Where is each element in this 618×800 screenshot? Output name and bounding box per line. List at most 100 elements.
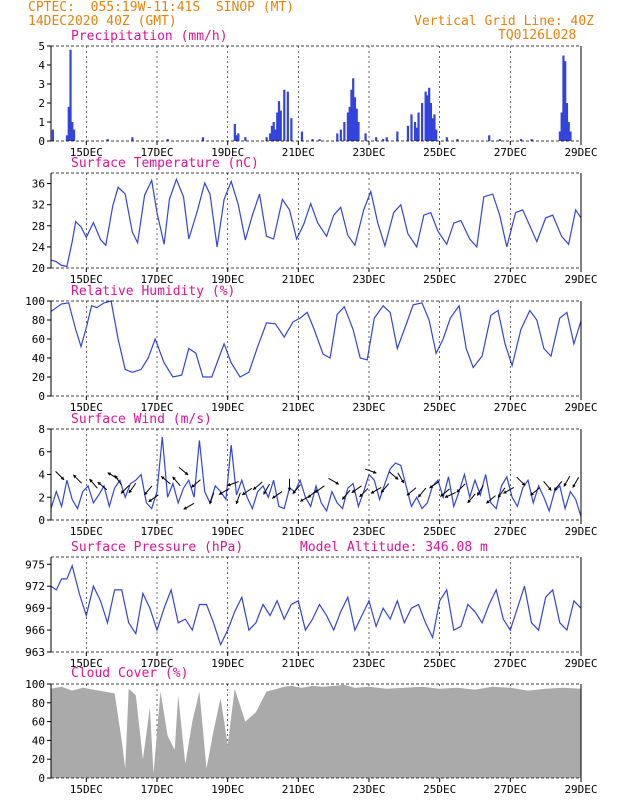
precip-bar (237, 133, 240, 141)
precip-bar (131, 137, 134, 141)
temp-xtick-label: 15DEC (70, 273, 103, 286)
precip-bar (272, 122, 275, 141)
precip-bar (65, 135, 69, 141)
precip-bar (71, 122, 74, 141)
precip-bar (567, 122, 570, 141)
cloud-xtick-label: 25DEC (423, 783, 456, 796)
precip-bar (456, 139, 459, 141)
precip-bar (565, 103, 569, 141)
title-temperature: Surface Temperature (nC) (71, 156, 259, 171)
wind-arrow-head (183, 506, 188, 510)
temp-line (50, 177, 582, 268)
precip-bar (300, 131, 304, 141)
wind-arrow-head (554, 487, 558, 491)
precip-bar (426, 95, 429, 141)
precip-bar (106, 139, 109, 141)
precip-bar (201, 137, 205, 141)
precip-bar (385, 137, 388, 141)
pres-xtick-label: 21DEC (282, 657, 315, 670)
model-altitude: Model Altitude: 346.08 m (300, 540, 488, 555)
rh-xtick-label: 17DEC (140, 401, 173, 414)
wind-xtick-label: 23DEC (352, 525, 385, 538)
rh-line (50, 300, 582, 378)
precip-bar (274, 129, 277, 141)
pres-line (50, 563, 582, 647)
wind-arrow-head (272, 495, 276, 499)
wind-arrow-head (242, 491, 246, 496)
wind-arrow-head (503, 490, 507, 494)
header-code: TQ0126L028 (498, 28, 577, 43)
precip-bar (69, 49, 72, 141)
rh-xtick-label: 27DEC (494, 401, 527, 414)
rh-ytick-label: 100 (25, 295, 45, 308)
pres-ytick-label: 969 (25, 602, 45, 615)
wind-arrow-head (253, 486, 257, 490)
temp-ytick-label: 24 (32, 241, 46, 254)
precip-bar (348, 106, 351, 141)
precip-bar (413, 122, 417, 141)
wind-xtick-label: 21DEC (282, 525, 315, 538)
wind-arrow-head (209, 500, 213, 505)
precip-bar (276, 112, 279, 141)
precip-bar (339, 129, 342, 141)
wind-arrow-head (148, 498, 153, 502)
precip-bar (429, 103, 433, 141)
wind-xtick-label: 27DEC (494, 525, 527, 538)
wind-arrow-head (372, 470, 377, 474)
temp-xtick-label: 25DEC (423, 273, 456, 286)
wind-arrow-head (498, 494, 502, 498)
cloud-xtick-label: 27DEC (494, 783, 527, 796)
wind-xtick-label: 19DEC (211, 525, 244, 538)
precip-ytick-label: 2 (38, 97, 45, 110)
precip-ytick-label: 1 (38, 116, 45, 129)
wind-arrow-head (314, 489, 319, 493)
precip-bar (283, 89, 286, 141)
wind-ytick-label: 8 (38, 423, 45, 436)
precip-bar (51, 129, 54, 141)
rh-xtick-label: 21DEC (282, 401, 315, 414)
precip-bar (421, 103, 424, 141)
precip-bar (564, 61, 567, 142)
cloud-ytick-label: 0 (38, 772, 45, 785)
precip-xtick-label: 23DEC (352, 146, 385, 159)
precip-bar (311, 139, 314, 141)
precip-bar (350, 89, 353, 141)
pres-xtick-label: 29DEC (564, 657, 597, 670)
wind-arrow-head (440, 493, 444, 497)
precip-xtick-label: 19DEC (211, 146, 244, 159)
precip-bar (235, 135, 238, 141)
precip-xtick-label: 17DEC (140, 146, 173, 159)
precip-bar (424, 91, 427, 141)
wind-arrow-head (400, 479, 404, 484)
precip-bar (290, 118, 293, 141)
precip-bar (488, 135, 491, 141)
temp-ytick-label: 28 (32, 220, 45, 233)
pres-xtick-label: 27DEC (494, 657, 527, 670)
wind-ytick-label: 2 (38, 491, 45, 504)
pres-xtick-label: 19DEC (211, 657, 244, 670)
wind-arrow-head (235, 500, 239, 505)
rh-ytick-label: 80 (32, 314, 45, 327)
wind-arrow-head (456, 488, 461, 493)
precip-bar (286, 91, 289, 141)
wind-arrow-head (114, 475, 118, 479)
precip-bar (265, 137, 268, 141)
precip-bar (72, 129, 76, 141)
precip-xtick-label: 27DEC (494, 146, 527, 159)
precip-bar (336, 133, 339, 141)
precip-bar (357, 122, 360, 141)
precip-bar (396, 131, 399, 141)
precip-bar (67, 106, 70, 141)
temp-xtick-label: 23DEC (352, 273, 385, 286)
cloud-xtick-label: 17DEC (140, 783, 173, 796)
pres-xtick-label: 23DEC (352, 657, 385, 670)
temp-xtick-label: 17DEC (140, 273, 173, 286)
title-wind: Surface Wind (m/s) (71, 412, 212, 427)
wind-ytick-label: 4 (38, 469, 45, 482)
precip-xtick-label: 15DEC (70, 146, 103, 159)
precip-bar (382, 139, 385, 141)
header-date: 14DEC2020 40Z (GMT) (28, 14, 177, 29)
wind-xtick-label: 17DEC (140, 525, 173, 538)
cloud-ytick-label: 40 (32, 734, 45, 747)
wind-arrow-head (227, 482, 231, 487)
